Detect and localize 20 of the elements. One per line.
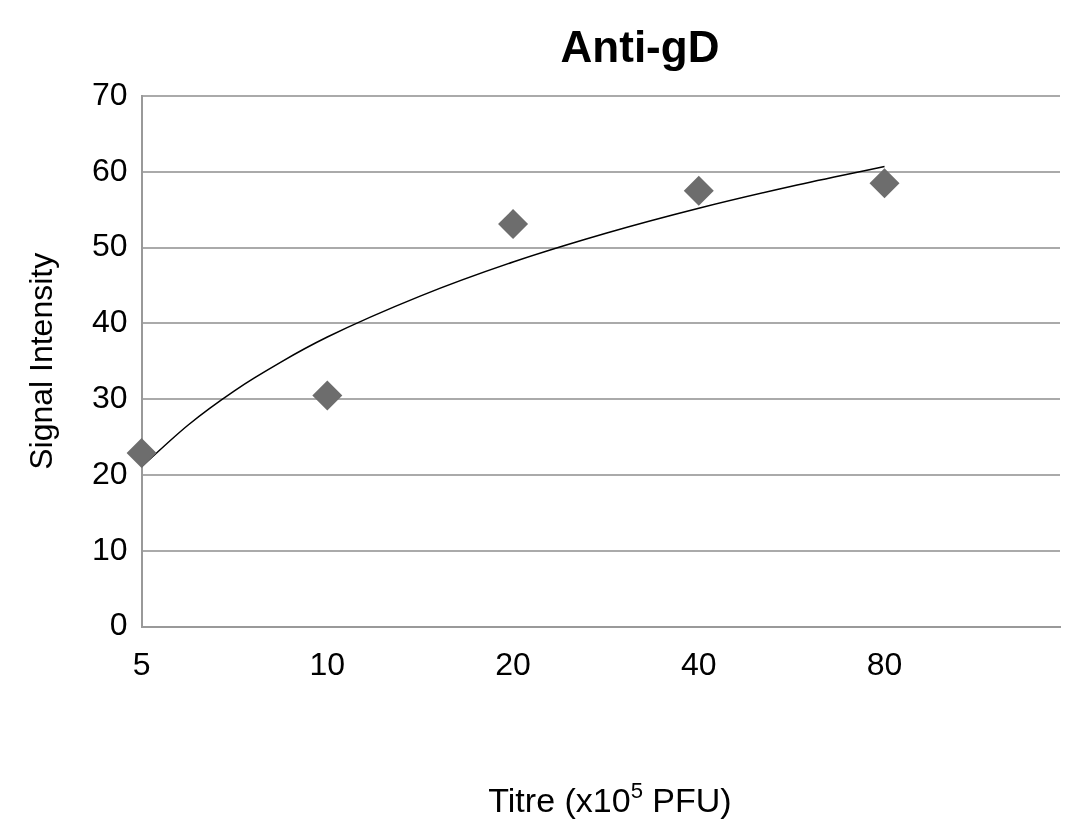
x-tick-label: 10 [309,645,346,682]
x-tick-label: 5 [132,645,151,682]
x-tick-label: 40 [680,645,717,682]
x-tick-label: 20 [495,645,531,682]
point [869,168,900,199]
y-tick-label: 70 [92,75,128,112]
chart-title: Anti-gD [560,22,720,71]
point [498,209,529,240]
point [312,380,343,411]
y-tick-label: 10 [92,530,128,567]
y-tick-label: 0 [109,606,128,643]
y-tick-label: 50 [92,227,128,264]
y-tick-label: 40 [92,303,128,340]
y-tick-label: 30 [92,379,128,416]
point [683,175,714,206]
point [126,438,157,469]
y-axis-title: Signal Intensity [23,252,59,470]
x-tick-label: 80 [866,645,903,682]
y-tick-label: 60 [92,151,128,188]
y-tick-label: 20 [92,454,128,491]
